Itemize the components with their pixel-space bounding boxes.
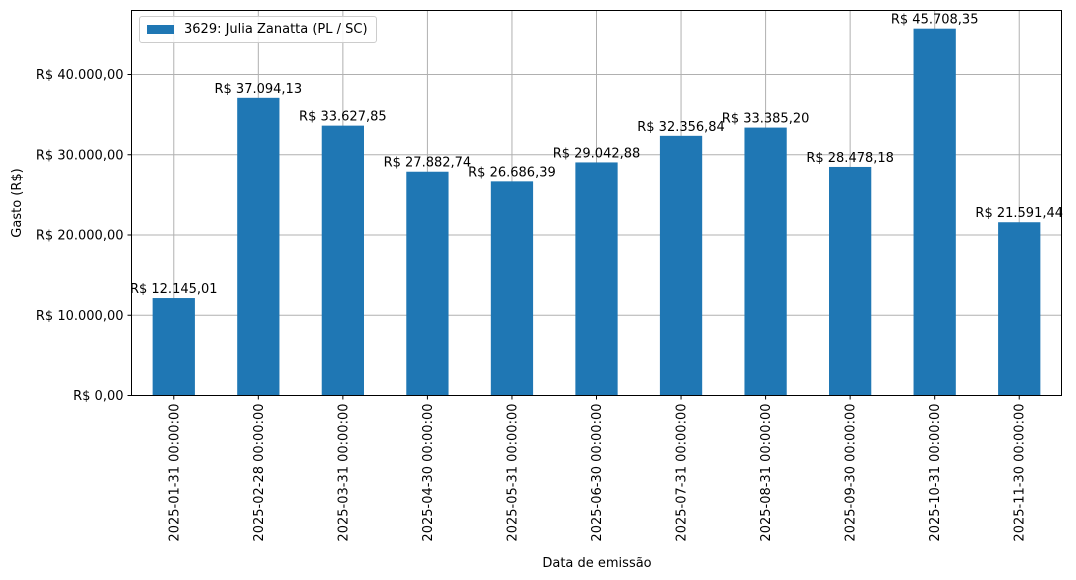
- bar-value-label: R$ 33.627,85: [299, 110, 387, 125]
- bar: [913, 28, 956, 396]
- y-tick-label: R$ 10.000,00: [36, 309, 124, 324]
- y-axis-label: Gasto (R$): [10, 168, 25, 237]
- x-tick-label: 2025-06-30 00:00:00: [590, 404, 605, 542]
- bar-value-label: R$ 45.708,35: [891, 13, 979, 28]
- x-tick-label: 2025-07-31 00:00:00: [675, 404, 690, 542]
- bar-value-label: R$ 21.591,44: [975, 206, 1063, 221]
- bars: [152, 28, 1041, 396]
- x-tick-label: 2025-05-31 00:00:00: [505, 404, 520, 542]
- x-tick-label: 2025-09-30 00:00:00: [844, 404, 859, 542]
- y-tick-label: R$ 20.000,00: [36, 229, 124, 244]
- x-tick-label: 2025-03-31 00:00:00: [336, 404, 351, 542]
- x-tick-label: 2025-08-31 00:00:00: [759, 404, 774, 542]
- bar: [152, 298, 195, 396]
- x-axis-ticks: 2025-01-31 00:00:00 2025-02-28 00:00:00 20…: [167, 395, 1028, 542]
- bar: [744, 127, 787, 396]
- x-tick-label: 2025-10-31 00:00:00: [928, 404, 943, 542]
- legend-label: 3629: Julia Zanatta (PL / SC): [184, 22, 368, 37]
- x-tick-label: 2025-04-30 00:00:00: [421, 404, 436, 542]
- bar: [237, 97, 280, 396]
- x-tick-label: 2025-02-28 00:00:00: [252, 404, 267, 542]
- bar-value-label: R$ 26.686,39: [468, 165, 556, 180]
- bar: [575, 162, 618, 396]
- legend: 3629: Julia Zanatta (PL / SC): [139, 16, 377, 43]
- legend-swatch: [147, 25, 174, 34]
- x-axis-label: Data de emissão: [542, 556, 651, 571]
- bar-value-label: R$ 27.882,74: [384, 156, 472, 171]
- bar: [406, 171, 449, 396]
- bar: [321, 125, 364, 396]
- bar-value-label: R$ 12.145,01: [130, 282, 218, 297]
- y-tick-label: R$ 30.000,00: [36, 148, 124, 163]
- bar: [490, 181, 534, 396]
- bar: [998, 222, 1041, 396]
- x-tick-label: 2025-11-30 00:00:00: [1013, 404, 1028, 542]
- y-tick-label: R$ 40.000,00: [36, 68, 124, 83]
- bar-value-label: R$ 37.094,13: [215, 82, 303, 97]
- bar-value-label: R$ 33.385,20: [722, 112, 810, 127]
- y-tick-label: R$ 0,00: [73, 389, 123, 404]
- bar-value-label: R$ 28.478,18: [806, 151, 894, 166]
- bar-value-label: R$ 29.042,88: [553, 146, 641, 161]
- bar: [659, 135, 703, 396]
- bar-value-labels: R$ 12.145,01 R$ 37.094,13 R$ 33.627,85 R$ 2…: [130, 13, 1063, 297]
- bar-value-label: R$ 32.356,84: [637, 120, 725, 135]
- y-axis-ticks: R$ 0,00 R$ 10.000,00 R$ 20.000,00 R$ 30.000…: [36, 68, 132, 404]
- x-tick-label: 2025-01-31 00:00:00: [167, 404, 182, 542]
- bar: [829, 166, 872, 396]
